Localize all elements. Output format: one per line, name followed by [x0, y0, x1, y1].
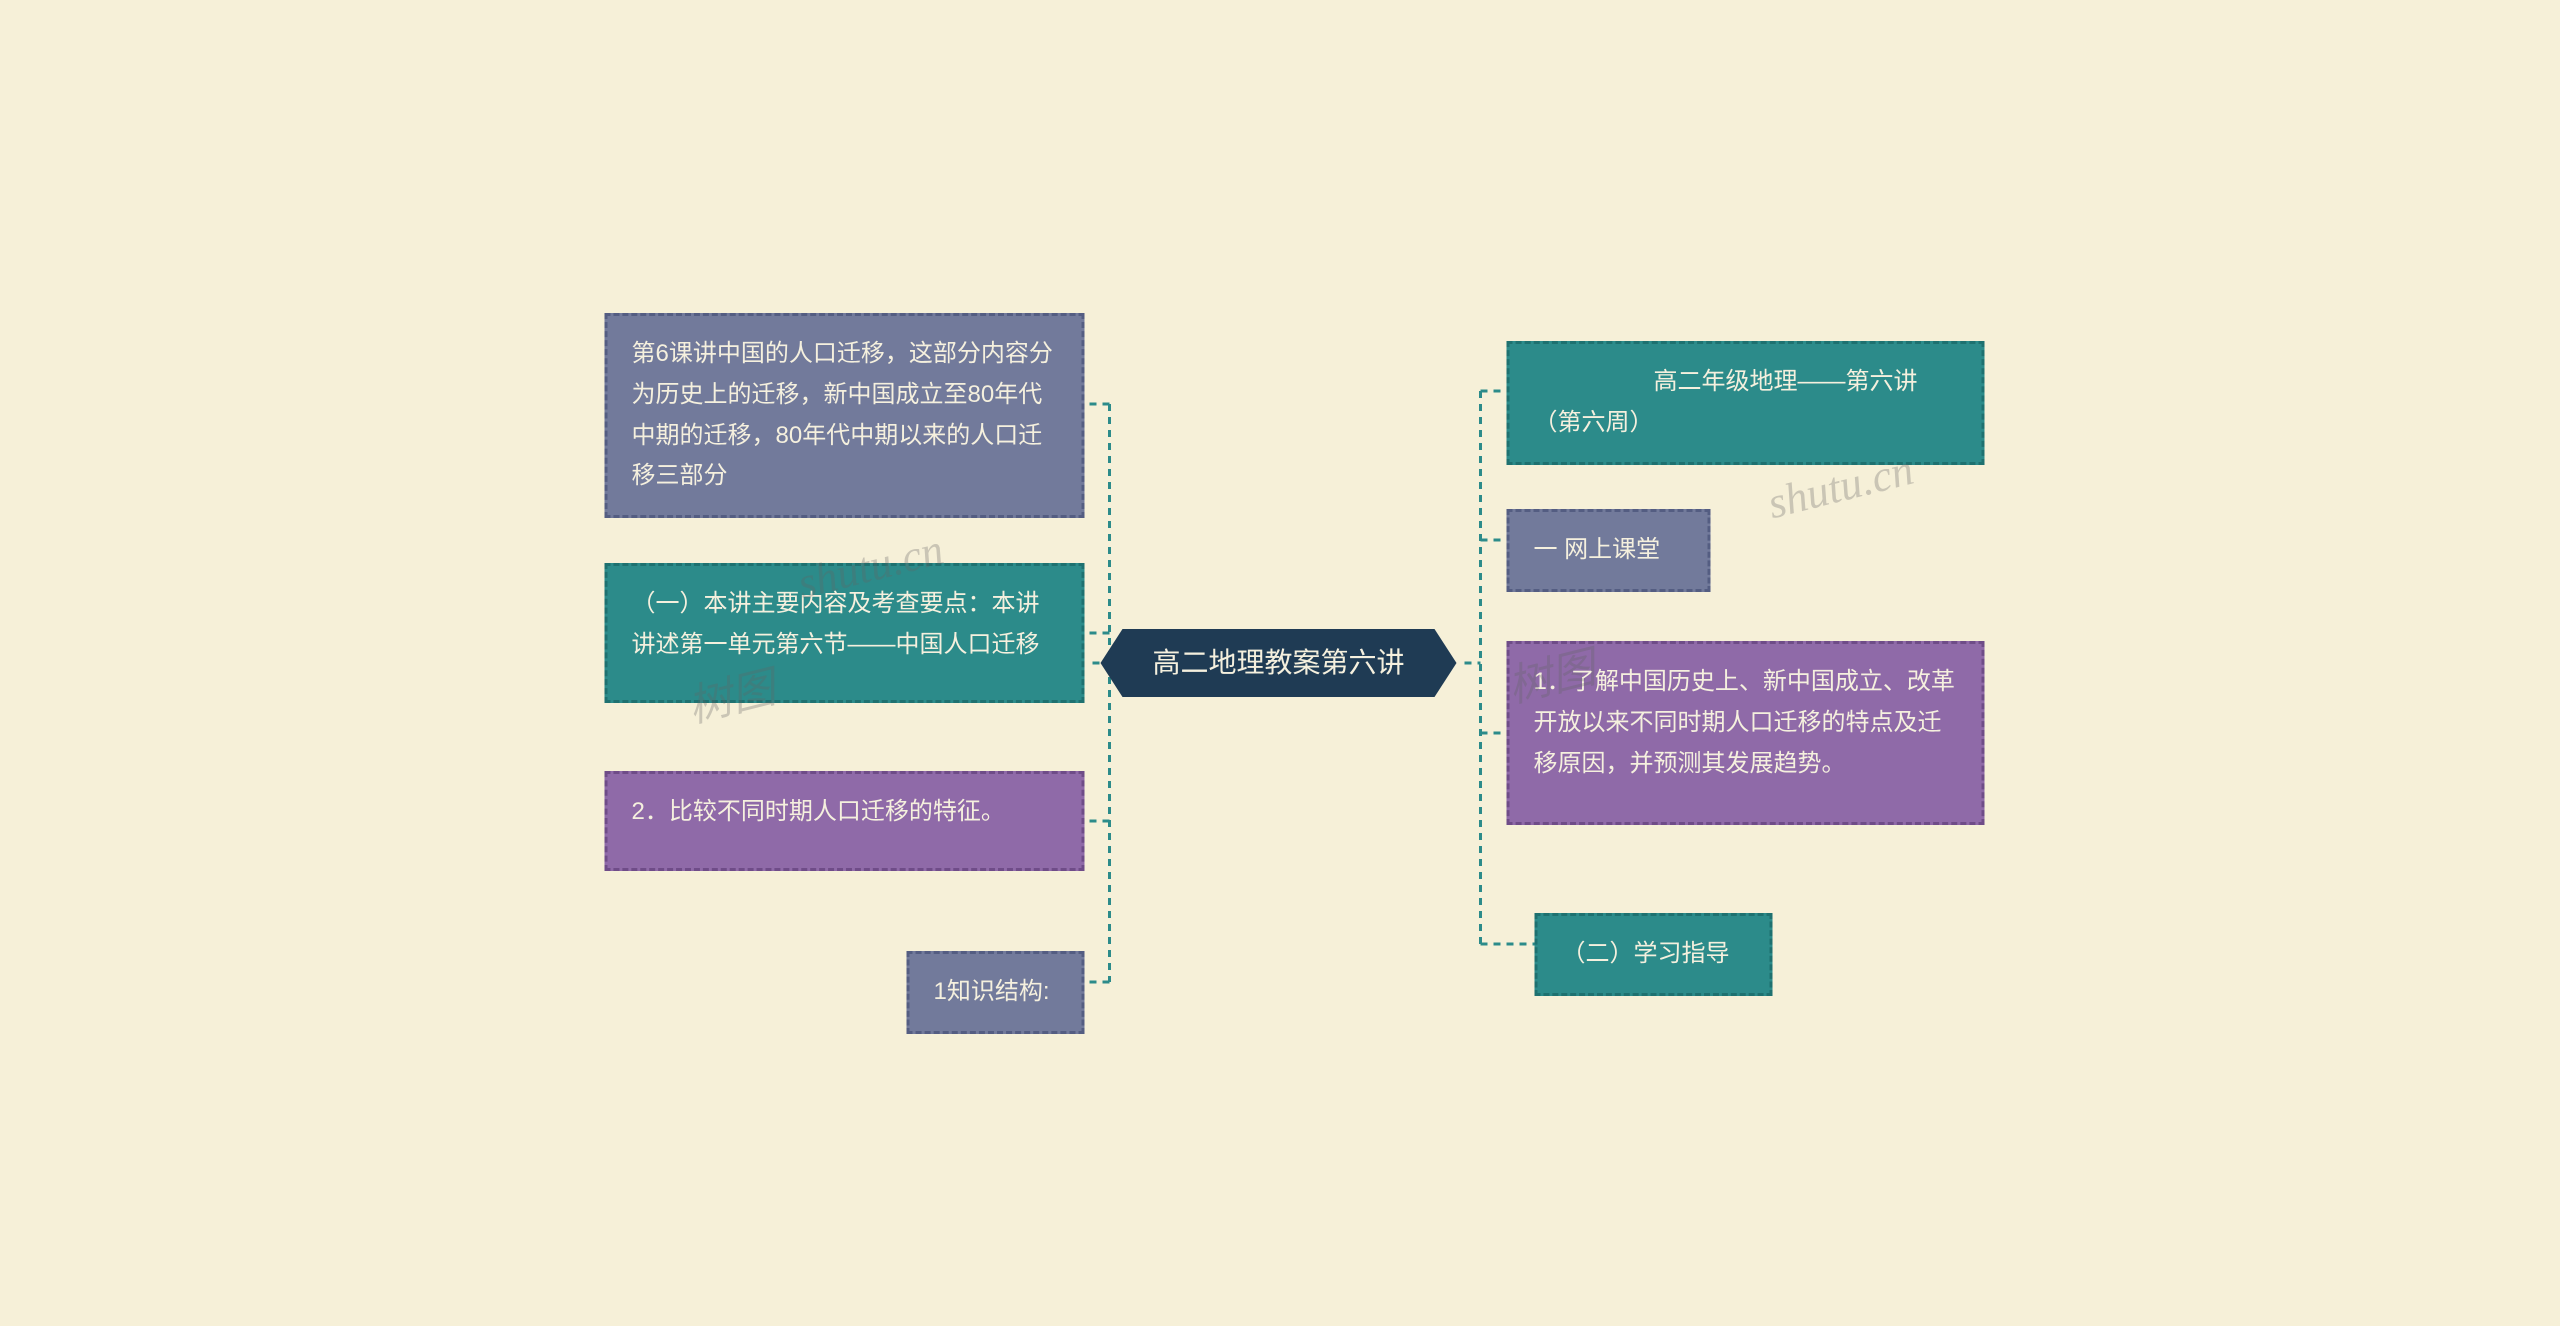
right-node-3: 1．了解中国历史上、新中国成立、改革开放以来不同时期人口迁移的特点及迁移原因，并…	[1507, 641, 1985, 825]
right-node-1-text: 高二年级地理——第六讲（第六周）	[1534, 368, 1918, 436]
right-node-3-text: 1．了解中国历史上、新中国成立、改革开放以来不同时期人口迁移的特点及迁移原因，并…	[1534, 668, 1955, 777]
left-node-2: （一）本讲主要内容及考查要点：本讲讲述第一单元第六节——中国人口迁移	[605, 563, 1085, 703]
left-node-2-text: （一）本讲主要内容及考查要点：本讲讲述第一单元第六节——中国人口迁移	[632, 590, 1040, 658]
center-node: 高二地理教案第六讲	[1093, 629, 1465, 697]
left-node-4-text: 1知识结构:	[934, 978, 1050, 1005]
right-node-1: 高二年级地理——第六讲（第六周）	[1507, 341, 1985, 465]
left-node-4: 1知识结构:	[907, 951, 1085, 1034]
right-node-2-text: 一 网上课堂	[1534, 536, 1661, 563]
left-node-3-text: 2．比较不同时期人口迁移的特征。	[632, 798, 1005, 825]
mindmap-inner: 高二地理教案第六讲 第6课讲中国的人口迁移，这部分内容分为历史上的迁移，新中国成…	[537, 271, 2024, 1055]
right-node-4-text: （二）学习指导	[1562, 940, 1730, 967]
left-node-3: 2．比较不同时期人口迁移的特征。	[605, 771, 1085, 871]
right-node-2: 一 网上课堂	[1507, 509, 1711, 592]
center-node-shape: 高二地理教案第六讲	[1122, 629, 1434, 697]
mindmap-canvas: 高二地理教案第六讲 第6课讲中国的人口迁移，这部分内容分为历史上的迁移，新中国成…	[0, 0, 2560, 1326]
left-node-1: 第6课讲中国的人口迁移，这部分内容分为历史上的迁移，新中国成立至80年代中期的迁…	[605, 313, 1085, 518]
right-node-4: （二）学习指导	[1535, 913, 1773, 996]
center-node-label: 高二地理教案第六讲	[1152, 647, 1404, 678]
left-node-1-text: 第6课讲中国的人口迁移，这部分内容分为历史上的迁移，新中国成立至80年代中期的迁…	[632, 340, 1053, 489]
